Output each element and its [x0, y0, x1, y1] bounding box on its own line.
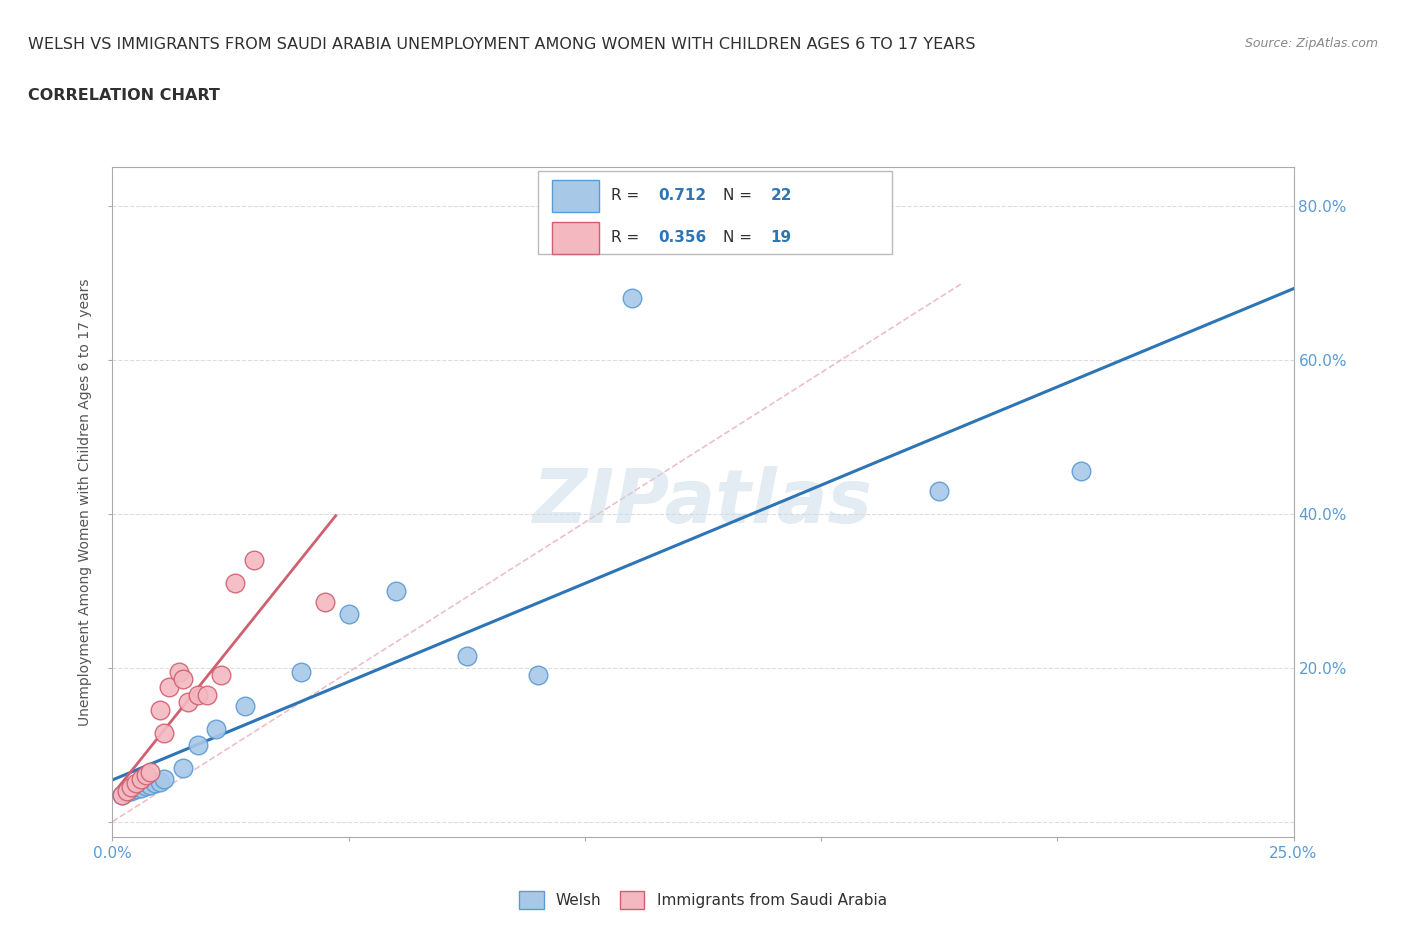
Point [125, 776, 148, 790]
FancyBboxPatch shape [551, 179, 599, 212]
Point [290, 664, 312, 679]
Legend: Welsh, Immigrants from Saudi Arabia: Welsh, Immigrants from Saudi Arabia [512, 884, 894, 916]
Point [172, 761, 194, 776]
Point [153, 725, 176, 740]
Point [167, 664, 190, 679]
Point [456, 649, 478, 664]
Y-axis label: Unemployment Among Women with Children Ages 6 to 17 years: Unemployment Among Women with Children A… [79, 278, 93, 726]
Point [1070, 464, 1092, 479]
Point [526, 668, 548, 683]
Point [209, 668, 232, 683]
Text: N =: N = [723, 189, 756, 204]
Point [149, 702, 172, 717]
Point [928, 484, 950, 498]
Text: 0.356: 0.356 [658, 231, 706, 246]
Point [115, 783, 138, 798]
Point [120, 779, 142, 794]
Point [314, 595, 336, 610]
Text: Source: ZipAtlas.com: Source: ZipAtlas.com [1244, 37, 1378, 50]
FancyBboxPatch shape [537, 171, 891, 255]
Point [205, 722, 228, 737]
Point [186, 737, 208, 752]
Point [337, 606, 360, 621]
Text: ZIPatlas: ZIPatlas [533, 466, 873, 538]
Text: CORRELATION CHART: CORRELATION CHART [28, 88, 219, 103]
Point [139, 764, 162, 779]
Point [195, 687, 218, 702]
Point [224, 576, 246, 591]
Point [125, 782, 148, 797]
Point [139, 777, 162, 792]
Point [385, 583, 408, 598]
Point [111, 787, 134, 802]
Point [243, 552, 266, 567]
Text: WELSH VS IMMIGRANTS FROM SAUDI ARABIA UNEMPLOYMENT AMONG WOMEN WITH CHILDREN AGE: WELSH VS IMMIGRANTS FROM SAUDI ARABIA UN… [28, 37, 976, 52]
Point [153, 772, 176, 787]
FancyBboxPatch shape [551, 221, 599, 254]
Text: 22: 22 [770, 189, 792, 204]
Point [186, 687, 208, 702]
Point [157, 680, 180, 695]
Point [115, 785, 138, 800]
Text: R =: R = [610, 189, 644, 204]
Point [177, 695, 200, 710]
Point [172, 671, 194, 686]
Text: R =: R = [610, 231, 644, 246]
Point [143, 776, 166, 790]
Point [111, 787, 134, 802]
Point [149, 774, 172, 789]
Point [120, 783, 142, 798]
Text: 0.712: 0.712 [658, 189, 706, 204]
Text: N =: N = [723, 231, 756, 246]
Point [129, 780, 152, 795]
Point [135, 768, 157, 783]
Point [233, 698, 256, 713]
Text: 19: 19 [770, 231, 792, 246]
Point [621, 291, 644, 306]
Point [129, 772, 152, 787]
Point [135, 778, 157, 793]
